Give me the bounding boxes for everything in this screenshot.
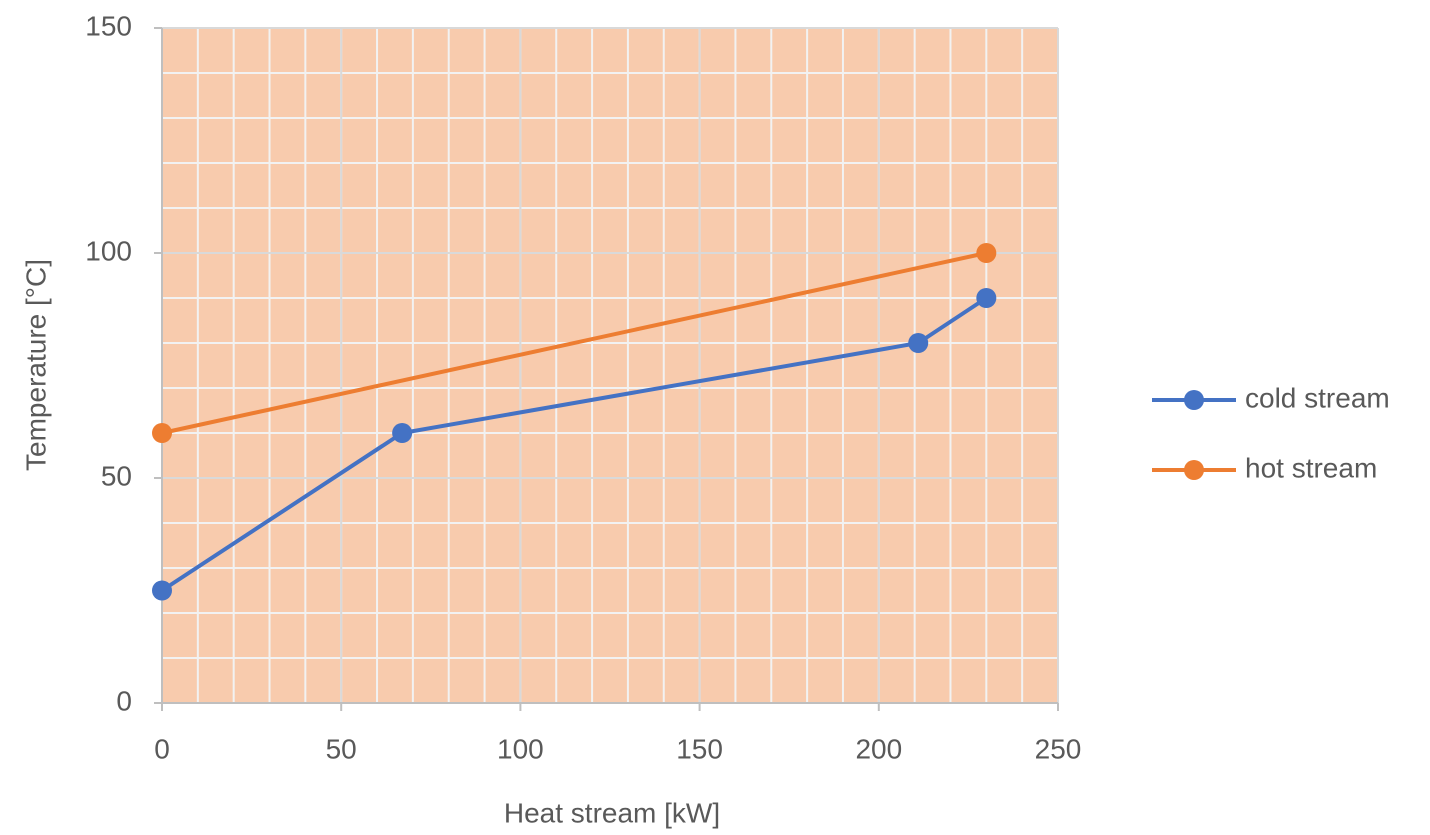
y-tick-label: 0 <box>116 685 132 716</box>
y-tick-label: 100 <box>85 235 132 266</box>
legend-marker <box>1184 390 1204 410</box>
data-point <box>976 288 996 308</box>
data-point <box>976 243 996 263</box>
data-point <box>908 333 928 353</box>
y-tick-label: 50 <box>101 460 132 491</box>
x-tick-label: 50 <box>326 733 357 764</box>
legend-label: hot stream <box>1245 452 1377 483</box>
y-tick-label: 150 <box>85 10 132 41</box>
legend-label: cold stream <box>1245 382 1390 413</box>
chart: Heat stream [kW] Temperature [°C] 0 50 100… <box>0 0 1430 835</box>
data-point <box>392 423 412 443</box>
x-tick-label: 250 <box>1035 733 1082 764</box>
y-axis-title: Temperature [°C] <box>20 259 51 471</box>
plot-area <box>162 28 1058 703</box>
x-tick-label: 150 <box>676 733 723 764</box>
x-tick-label: 100 <box>497 733 544 764</box>
data-point <box>152 581 172 601</box>
x-axis-title: Heat stream [kW] <box>504 797 720 828</box>
x-tick-label: 0 <box>154 733 170 764</box>
legend-marker <box>1184 460 1204 480</box>
data-point <box>152 423 172 443</box>
x-tick-label: 200 <box>855 733 902 764</box>
